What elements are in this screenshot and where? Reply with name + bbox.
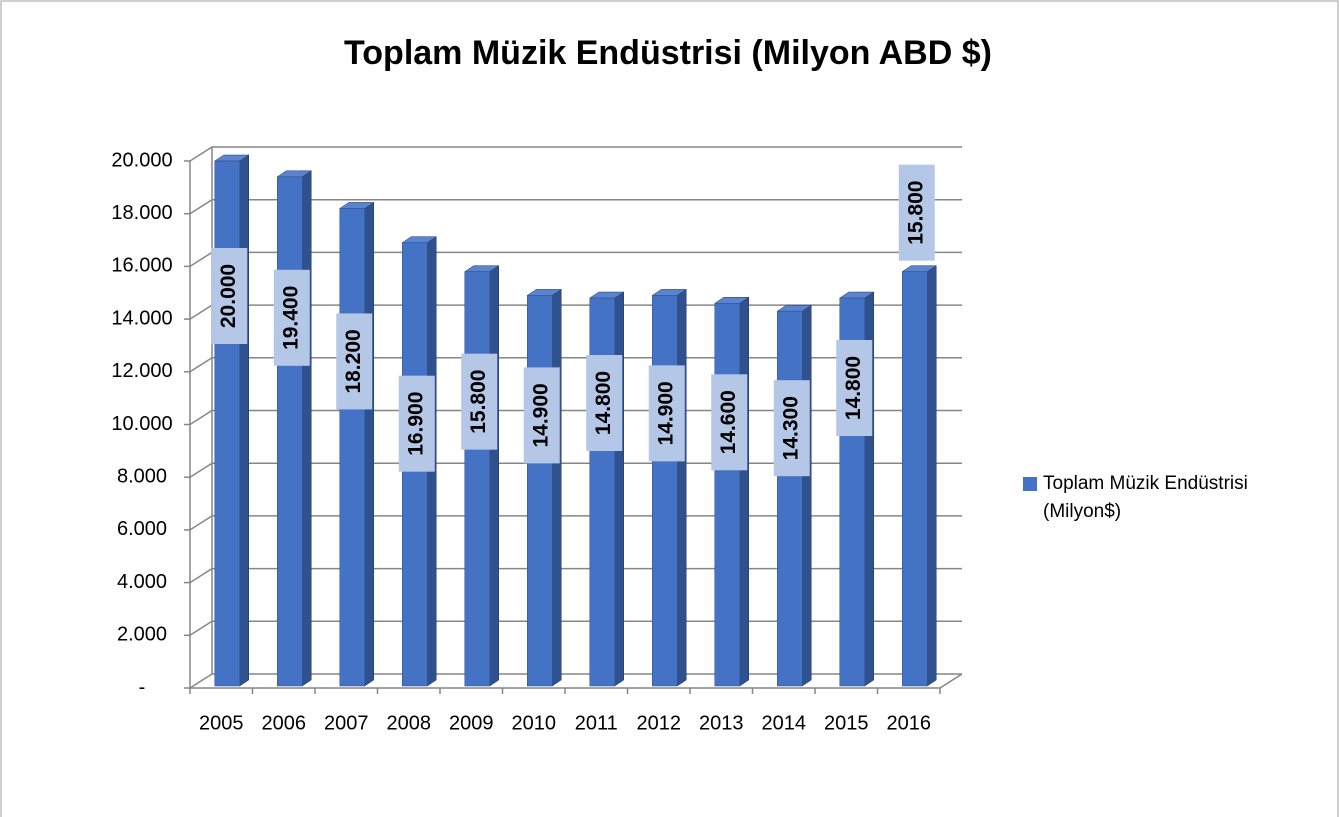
x-tick-label: 2007 (324, 712, 369, 734)
value-label: 14.800 (842, 356, 865, 420)
bar (902, 271, 928, 687)
bar-side (739, 296, 749, 687)
value-label: 14.300 (779, 396, 802, 460)
value-label: 20.000 (217, 264, 240, 328)
value-label: 14.800 (592, 371, 615, 435)
y-tick-label: 10.000 (111, 413, 172, 435)
value-label: 18.200 (342, 329, 365, 393)
value-label-box (523, 367, 560, 464)
grid-line (189, 146, 962, 162)
value-label-box (273, 269, 310, 366)
x-tick-label: 2008 (387, 712, 432, 734)
bar-side (239, 154, 249, 687)
bar (777, 310, 803, 687)
bar (277, 176, 303, 687)
value-label-box (836, 340, 873, 437)
value-label-box (211, 248, 248, 344)
y-tick-label: 20.000 (111, 149, 172, 171)
value-label-box (711, 374, 748, 471)
bar-side (364, 201, 374, 687)
y-tick-label: 12.000 (111, 360, 172, 382)
bar (527, 295, 553, 687)
bar (464, 271, 490, 687)
value-label-box (336, 313, 373, 410)
value-label-box (398, 375, 435, 472)
bar (339, 208, 365, 687)
x-tick-label: 2013 (699, 712, 744, 734)
value-labels: 20.000 19.400 18.200 16.900 15.800 14.900 14.8… (211, 164, 935, 477)
x-tick-label: 2015 (824, 712, 869, 734)
grid-line (189, 515, 962, 531)
legend-swatch (1023, 477, 1037, 491)
x-tick-label: 2009 (449, 712, 494, 734)
x-tick-label: 2014 (762, 712, 807, 734)
grid-line (189, 357, 962, 373)
x-tick-label: 2011 (575, 712, 618, 734)
value-label: 19.400 (279, 286, 302, 350)
bar-side (927, 265, 937, 687)
value-label-box (648, 365, 685, 462)
grid-line (189, 567, 962, 584)
value-label: 15.800 (904, 181, 927, 245)
y-tick-label: 16.000 (111, 255, 172, 277)
value-label: 14.900 (529, 383, 552, 447)
bar-side (614, 291, 624, 687)
value-label: 15.800 (467, 370, 490, 434)
bars (213, 154, 938, 687)
x-tick-label: 2016 (887, 712, 932, 734)
bar-side (802, 304, 812, 687)
chart-title: Toplam Müzik Endüstrisi (Milyon ABD $) (344, 34, 992, 72)
x-tick-label: 2010 (512, 712, 557, 734)
y-tick-label: 8.000 (117, 465, 167, 487)
bar-side (302, 170, 312, 687)
x-tick-label: 2005 (199, 712, 244, 734)
value-label-box (773, 380, 810, 477)
bar-side (677, 288, 687, 687)
bar-side (552, 288, 562, 687)
bar (214, 160, 240, 687)
value-label-box (898, 164, 935, 261)
grid-line (189, 673, 962, 689)
y-tick-label: - (139, 676, 146, 698)
y-tick-label: 4.000 (117, 571, 167, 593)
y-tick-label: 2.000 (117, 624, 167, 646)
value-label: 16.900 (404, 392, 427, 456)
value-label-box (586, 355, 623, 452)
bar (714, 303, 740, 687)
x-tick-label: 2006 (262, 712, 307, 734)
grid-line (189, 198, 962, 215)
grid-line (189, 620, 962, 636)
value-label-box (461, 353, 498, 450)
value-label: 14.900 (654, 381, 677, 445)
x-tick-label: 2012 (637, 712, 682, 734)
y-tick-label: 18.000 (111, 202, 172, 224)
legend-label: Toplam Müzik Endüstrisi (Milyon$) (1043, 473, 1248, 522)
bar (652, 295, 678, 687)
y-tick-label: 14.000 (111, 307, 172, 329)
bar-side (489, 265, 499, 687)
value-label: 14.600 (717, 390, 740, 454)
y-tick-label: 6.000 (117, 518, 167, 540)
